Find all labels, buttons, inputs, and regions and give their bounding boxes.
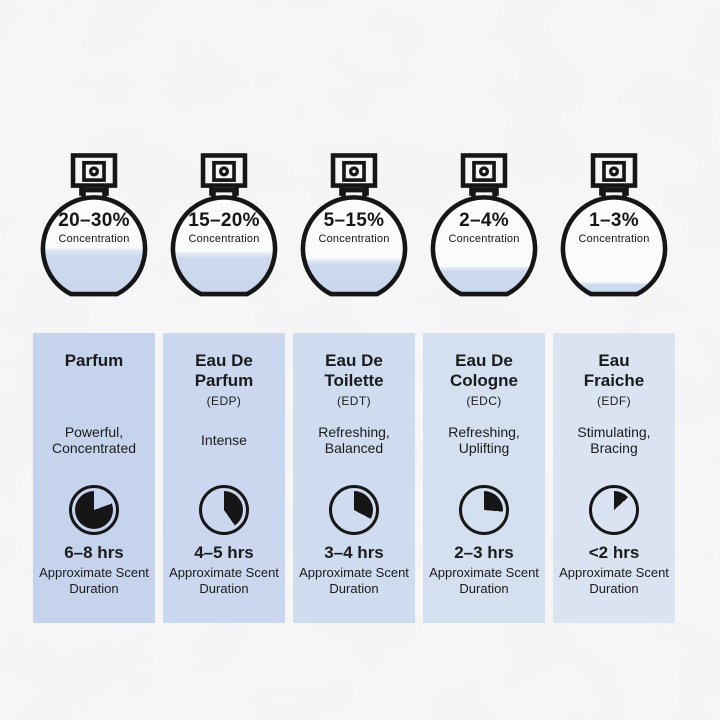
fragrance-name: Eau De Parfum [194,351,254,390]
column-eau-de-toilette: 5–15% Concentration Eau De Toilette (EDT… [293,150,415,623]
clock-pie [75,491,113,529]
perfume-bottle-icon [430,153,538,297]
concentration-label: Concentration [58,233,130,245]
concentration-percent: 2–4% [459,210,509,231]
card-header: Eau De Cologne (EDC) [429,351,539,408]
sprayer-dot-center [92,169,96,174]
concentration-percent: 5–15% [323,210,385,231]
column-eau-de-parfum: 15–20% Concentration Eau De Parfum (EDP)… [163,150,285,623]
bottle-label: 5–15% Concentration [293,210,415,246]
perfume-bottle: 2–4% Concentration [423,150,545,305]
column-eau-de-cologne: 2–4% Concentration Eau De Cologne (EDC) … [423,150,545,623]
fragrance-abbreviation: (EDF) [597,394,631,408]
bottle-outline [430,195,538,297]
bottle-body [562,197,666,295]
concentration-percent: 1–3% [589,210,639,231]
perfume-bottle: 5–15% Concentration [293,150,415,305]
bottle-liquid [302,259,406,295]
bottle-label: 2–4% Concentration [423,210,545,246]
perfume-bottle: 1–3% Concentration [553,150,675,305]
bottle-outline [170,195,278,297]
bottle-label: 15–20% Concentration [163,210,285,246]
fragrance-card: Parfum Powerful, Concentrated 6–8 hrs Ap… [33,333,155,623]
scent-duration: <2 hrs [588,543,640,562]
fragrance-description: Refreshing, Uplifting [448,424,520,456]
card-header: Eau Fraiche (EDF) [559,351,669,408]
bottle-outline [300,195,408,297]
sprayer-dot-center [612,169,616,174]
duration-note: Approximate Scent Duration [39,565,149,596]
duration-note: Approximate Scent Duration [299,565,409,596]
card-header: Eau De Toilette (EDT) [299,351,409,408]
scent-duration: 6–8 hrs [64,543,124,562]
fragrance-name: Eau De Cologne [450,351,518,390]
perfume-bottle: 20–30% Concentration [33,150,155,305]
perfume-bottle-icon [170,153,278,297]
fragrance-card: Eau De Parfum (EDP) Intense 4–5 hrs Appr… [163,333,285,623]
duration-note: Approximate Scent Duration [169,565,279,596]
fragrance-name: Eau Fraiche [583,351,645,390]
duration-note: Approximate Scent Duration [429,565,539,596]
card-header: Parfum [39,351,149,407]
fragrance-card: Eau Fraiche (EDF) Stimulating, Bracing <… [553,333,675,623]
fragrance-description: Refreshing, Balanced [318,424,390,456]
bottle-label: 1–3% Concentration [553,210,675,246]
perfume-bottle-icon [560,153,668,297]
bottle-outline [40,195,148,297]
fragrance-description: Powerful, Concentrated [51,424,137,456]
clock-pie [205,491,243,529]
bottle-outline [560,195,668,297]
fragrance-card: Eau De Cologne (EDC) Refreshing, Uplifti… [423,333,545,623]
column-eau-fraiche: 1–3% Concentration Eau Fraiche (EDF) Sti… [553,150,675,623]
scent-duration: 4–5 hrs [194,543,254,562]
concentration-label: Concentration [188,233,260,245]
column-parfum: 20–30% Concentration Parfum Powerful, Co… [33,150,155,623]
bottle-liquid [562,282,666,295]
fragrance-abbreviation: (EDT) [337,394,371,408]
scent-duration: 3–4 hrs [324,543,384,562]
bottle-label: 20–30% Concentration [33,210,155,246]
perfume-bottle-icon [300,153,408,297]
clock-icon [459,485,509,535]
sprayer-dot-center [482,169,486,174]
fragrance-abbreviation: (EDP) [206,394,242,408]
concentration-label: Concentration [318,233,390,245]
clock-icon [589,485,639,535]
concentration-label: Concentration [578,233,650,245]
clock-pie [595,491,633,529]
fragrance-description: Intense [201,432,247,448]
clock-pie [465,491,503,529]
concentration-percent: 15–20% [188,210,260,231]
sprayer-dot-center [352,169,356,174]
fragrance-name: Parfum [64,351,124,370]
sprayer-dot-center [222,169,226,174]
perfume-bottle: 15–20% Concentration [163,150,285,305]
fragrance-name: Eau De Toilette [324,351,384,390]
clock-icon [199,485,249,535]
concentration-percent: 20–30% [58,210,130,231]
perfume-bottle-icon [40,153,148,297]
concentration-label: Concentration [448,233,520,245]
clock-pie [335,491,373,529]
fragrance-abbreviation: (EDC) [466,394,502,408]
fragrance-description: Stimulating, Bracing [577,424,651,456]
columns-row: 20–30% Concentration Parfum Powerful, Co… [33,150,675,623]
clock-icon [69,485,119,535]
bottle-liquid [432,266,536,295]
duration-note: Approximate Scent Duration [559,565,669,596]
clock-icon [329,485,379,535]
scent-duration: 2–3 hrs [454,543,514,562]
card-header: Eau De Parfum (EDP) [169,351,279,408]
fragrance-card: Eau De Toilette (EDT) Refreshing, Balanc… [293,333,415,623]
